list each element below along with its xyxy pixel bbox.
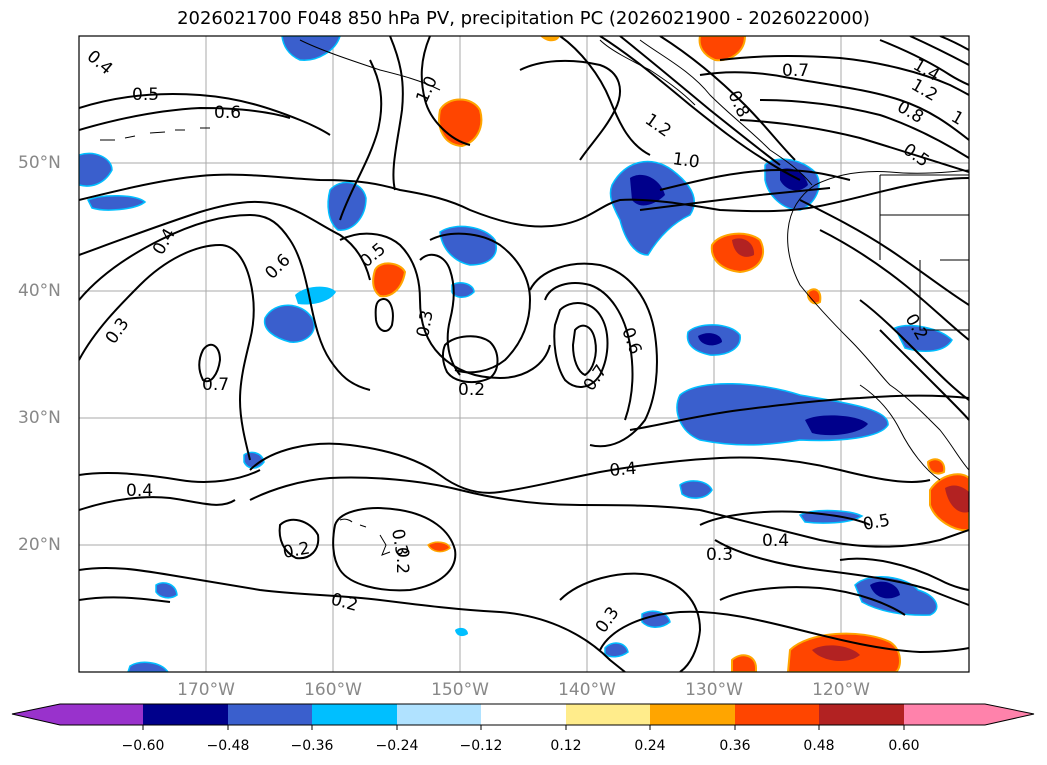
colorbar-outline (11, 703, 1035, 726)
colorbar-tick-label: −0.48 (206, 738, 250, 754)
figure-title: 2026021700 F048 850 hPa PV, precipitatio… (177, 8, 870, 29)
pv-contours (79, 36, 969, 672)
colorbar-tick-label: 0.12 (550, 738, 582, 754)
contour-label: 0.3 (706, 545, 733, 565)
contour-label: 0.5 (861, 511, 891, 535)
contour-label: 0.3 (387, 527, 411, 557)
lat-label: 20°N (18, 535, 61, 555)
contour-label: 0.2 (458, 380, 485, 400)
colorbar-segment (143, 704, 228, 725)
lat-label: 40°N (18, 281, 61, 301)
colorbar-segment (650, 704, 735, 725)
contour-label: 1.0 (671, 149, 701, 173)
colorbar-tick-label: 0.48 (803, 738, 835, 754)
precip-positive-areas (372, 36, 969, 672)
colorbar-segment (481, 704, 566, 725)
colorbar (11, 703, 1035, 730)
lat-label: 50°N (18, 153, 61, 173)
lon-label: 140°W (558, 680, 616, 700)
colorbar-segment (312, 704, 397, 725)
colorbar-segment (735, 704, 819, 725)
colorbar-tick-label: 0.36 (719, 738, 751, 754)
colorbar-tick-label: −0.36 (290, 738, 334, 754)
map-frame (78, 35, 970, 673)
lon-label: 170°W (177, 680, 235, 700)
contour-label: 0.2 (281, 539, 311, 563)
contour-label: 0.6 (214, 103, 241, 123)
contour-label: 0.7 (782, 61, 809, 81)
lon-label: 160°W (304, 680, 362, 700)
lon-label: 120°W (812, 680, 870, 700)
colorbar-tick-label: −0.12 (459, 738, 503, 754)
colorbar-segment (228, 704, 312, 725)
lon-label: 150°W (431, 680, 489, 700)
contour-label: 0.4 (762, 531, 789, 551)
contour-labels: 0.4 0.5 0.6 1.0 0.7 1.4 1.2 1 0.8 1.2 0.… (83, 47, 967, 637)
contour-label: 0.3 (413, 309, 437, 339)
colorbar-tick-label: 0.24 (634, 738, 666, 754)
colorbar-segment (397, 704, 481, 725)
contour-label: 0.4 (126, 481, 153, 501)
colorbar-segment (566, 704, 650, 725)
coastlines (100, 39, 969, 556)
colorbar-tick-label: −0.60 (121, 738, 165, 754)
contour-label: 0.2 (392, 547, 412, 574)
lon-label: 130°W (685, 680, 743, 700)
contour-label: 0.4 (609, 459, 638, 481)
colorbar-segment (904, 704, 1034, 725)
map-panel (79, 36, 969, 672)
colorbar-tick-label: 0.60 (888, 738, 920, 754)
lat-label: 30°N (18, 408, 61, 428)
contour-label: 0.5 (132, 85, 159, 105)
colorbar-tick-label: −0.24 (375, 738, 419, 754)
colorbar-segment (12, 704, 143, 725)
contour-label: 0.7 (202, 375, 229, 395)
colorbar-segment (819, 704, 904, 725)
